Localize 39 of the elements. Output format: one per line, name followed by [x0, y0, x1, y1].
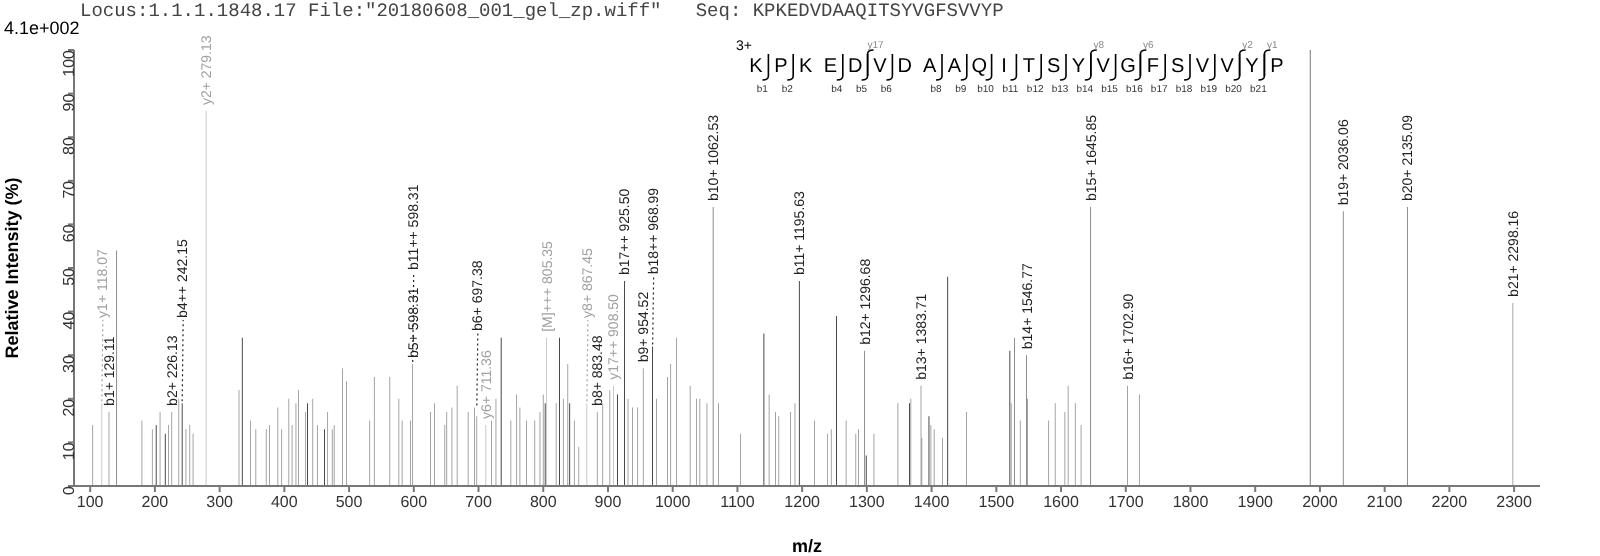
- x-tick-label: 300: [206, 493, 235, 512]
- x-tick-label: 1800: [1172, 493, 1210, 512]
- x-tick-label: 1200: [784, 493, 822, 512]
- x-tick-label: 500: [335, 493, 364, 512]
- x-tick-label: 1000: [654, 493, 692, 512]
- y-tick-label: 10: [59, 441, 78, 461]
- y-tick-label: 90: [59, 92, 78, 112]
- x-tick-label: 600: [400, 493, 429, 512]
- y-tick-label: 50: [59, 266, 78, 286]
- y-tick-label: 40: [59, 310, 78, 330]
- x-tick-label: 900: [594, 493, 623, 512]
- x-tick-label: 2200: [1431, 493, 1469, 512]
- y-tick-label: 70: [59, 179, 78, 199]
- y-tick-label: 100: [59, 48, 78, 77]
- x-tick-label: 2000: [1302, 493, 1339, 512]
- y-tick-label: 60: [59, 223, 78, 243]
- x-tick-label: 1300: [849, 493, 886, 512]
- x-tick-label: 100: [76, 493, 105, 512]
- x-tick-label: 1900: [1237, 493, 1275, 512]
- x-tick-label: 1500: [978, 493, 1016, 512]
- x-tick-label: 700: [465, 493, 493, 512]
- chart-title: Locus:1.1.1.1848.17 File:"20180608_001_gel_zp.wiff" Seq: KPKEDVDAAQITSYVGFSVVYP: [80, 0, 1004, 22]
- x-tick-label: 200: [141, 493, 170, 512]
- y-tick-label: 0: [59, 484, 78, 495]
- y-axis-title: Relative Intensity (%): [2, 177, 23, 359]
- y-tick-label: 30: [59, 354, 78, 374]
- x-tick-label: 1600: [1043, 493, 1080, 512]
- x-tick-label: 1100: [720, 493, 756, 512]
- y-tick-label: 20: [59, 397, 78, 417]
- x-tick-label: 800: [529, 493, 558, 512]
- x-tick-label: 2300: [1496, 493, 1534, 512]
- text: 4.1e+002: [4, 18, 80, 38]
- y-tick-label: 80: [59, 136, 78, 156]
- text: K P K E D V D A A Q I T S Y V G F S V V Y P: [749, 56, 1284, 78]
- x-tick-label: 1400: [913, 493, 951, 512]
- x-axis-title: m/z: [791, 536, 823, 556]
- x-tick-label: 2100: [1366, 493, 1404, 512]
- x-tick-label: 400: [270, 493, 299, 512]
- x-tick-label: 1700: [1107, 493, 1145, 512]
